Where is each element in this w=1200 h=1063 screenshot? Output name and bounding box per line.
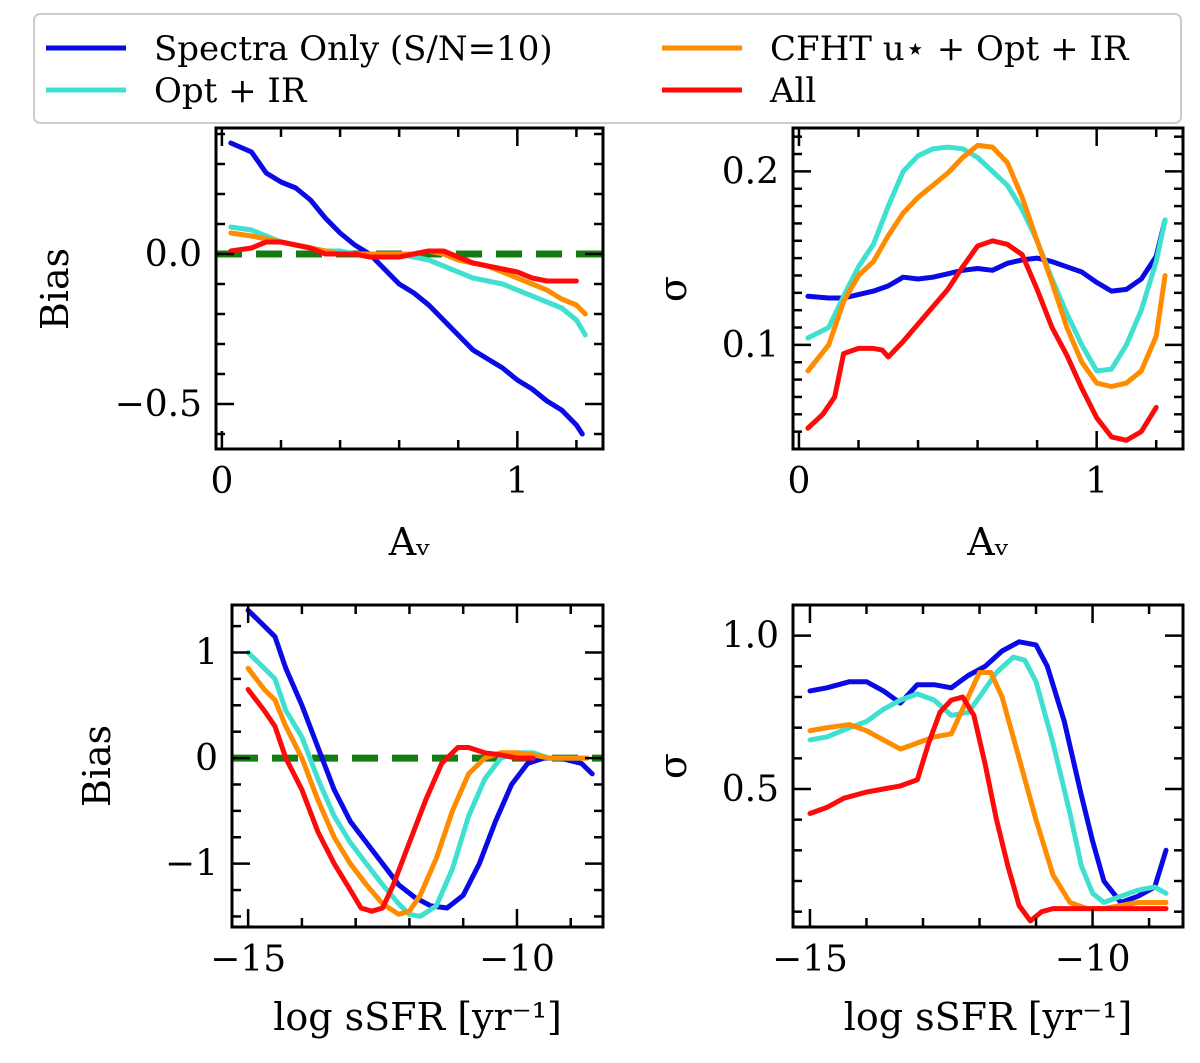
x-tick-label: −15 (210, 939, 286, 980)
legend-label-all: All (769, 71, 816, 111)
series-line-cfht (805, 142, 1168, 389)
legend-label-opt-ir: Opt + IR (154, 71, 308, 111)
x-tick-label: −10 (1055, 939, 1131, 980)
y-tick-label: 0 (195, 738, 218, 779)
x-tick-label: 1 (1085, 461, 1108, 502)
panel-ssfr-sigma: −15 −10 0.5 1.0 log sSFR [yr⁻¹] σ (651, 603, 1185, 1039)
y-axis-label: σ (651, 753, 695, 779)
x-tick-label: −15 (772, 939, 848, 980)
series-line-spectra (807, 639, 1169, 905)
series-line-opt-ir (807, 654, 1169, 905)
series-line-all (805, 238, 1159, 443)
y-axis-label: Bias (75, 725, 119, 807)
panel-av-sigma: 0 1 0.1 0.2 Aᵥ σ (651, 126, 1185, 564)
panels: 0 1 0.0 −0.5 Aᵥ Bias 0 1 0.1 0.2 Aᵥ σ −15 −10 1 0 −1 log … (33, 126, 1185, 1039)
x-tick-label: 0 (788, 461, 811, 502)
y-tick-label: 1.0 (722, 616, 779, 657)
y-tick-label: 0.0 (145, 234, 202, 275)
y-tick-label: 0.1 (722, 325, 779, 366)
series-line-cfht (245, 665, 590, 917)
legend-label-cfht: CFHT u⋆ + Opt + IR (770, 29, 1130, 69)
axes-frame (791, 603, 1185, 929)
x-tick-label: 1 (506, 461, 529, 502)
x-axis-label: Aᵥ (966, 520, 1009, 564)
y-axis-label: σ (651, 276, 695, 302)
legend: Spectra Only (S/N=10) Opt + IR CFHT u⋆ +… (33, 13, 1182, 124)
series-line-all (228, 239, 579, 284)
y-axis-label: Bias (33, 248, 77, 330)
x-axis-label: log sSFR [yr⁻¹] (273, 995, 562, 1039)
x-tick-label: 0 (210, 461, 233, 502)
panel-ssfr-bias: −15 −10 1 0 −1 log sSFR [yr⁻¹] Bias (75, 603, 605, 1039)
axes-frame (791, 126, 1185, 451)
x-tick-label: −10 (479, 939, 555, 980)
legend-frame (33, 13, 1182, 124)
series-line-all (807, 694, 1169, 924)
panel-av-bias: 0 1 0.0 −0.5 Aᵥ Bias (33, 126, 605, 564)
y-tick-label: 0.2 (722, 151, 779, 192)
x-axis-label: Aᵥ (388, 520, 431, 564)
y-tick-label: −1 (165, 844, 218, 885)
y-tick-label: −0.5 (115, 384, 202, 425)
legend-label-spectra: Spectra Only (S/N=10) (154, 29, 553, 69)
series-line-spectra (805, 217, 1168, 301)
axes-frame (214, 126, 605, 451)
series-line-opt-ir (805, 144, 1168, 374)
y-tick-label: 0.5 (722, 769, 779, 810)
series-line-all (245, 687, 536, 914)
axes-frame (230, 603, 605, 929)
series-line-spectra (228, 140, 585, 437)
series-line-spectra (245, 607, 595, 911)
y-tick-label: 1 (195, 633, 218, 674)
x-axis-label: log sSFR [yr⁻¹] (844, 995, 1133, 1039)
